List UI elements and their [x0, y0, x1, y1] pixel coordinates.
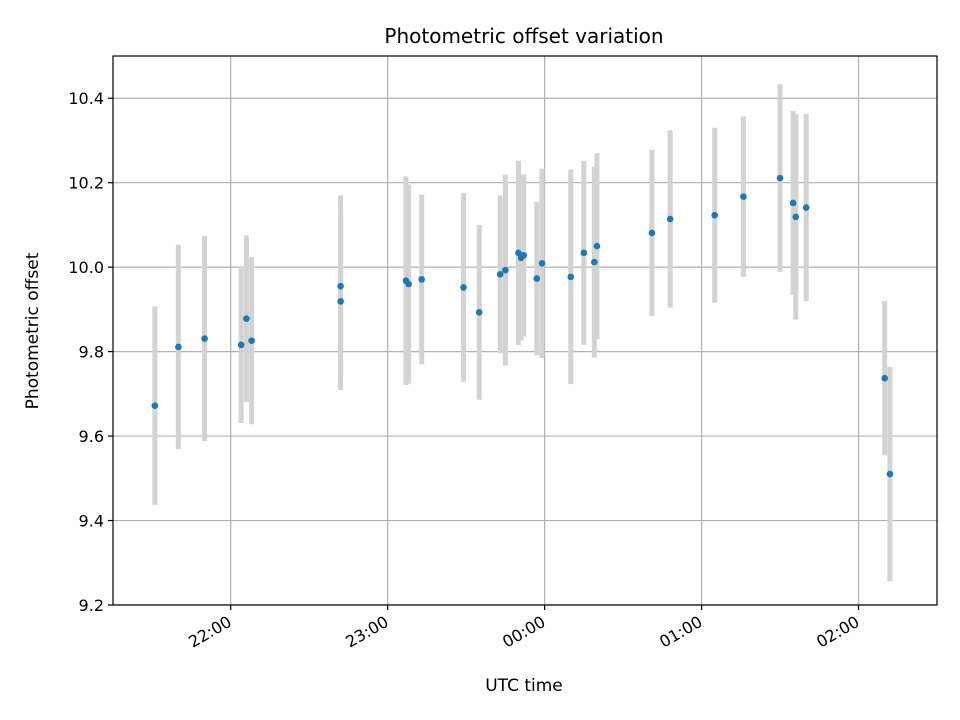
data-point	[802, 204, 810, 211]
y-axis: 9.2 9.4 9.6 9.8 10.0 10.2 10.4	[68, 89, 113, 615]
data-point	[515, 249, 522, 257]
data-point	[666, 215, 674, 223]
y-tick-label: 9.4	[79, 512, 104, 531]
chart-title: Photometric offset variation	[384, 24, 663, 48]
data-point	[151, 402, 159, 409]
data-point	[405, 280, 412, 288]
x-axis-title: UTC time	[485, 676, 563, 696]
y-tick-label: 10.4	[68, 89, 104, 108]
data-point	[740, 193, 747, 200]
data-point	[533, 275, 541, 282]
data-point	[337, 282, 344, 290]
data-point	[881, 374, 888, 382]
data-point	[243, 315, 250, 322]
data-point	[792, 213, 800, 221]
data-point	[567, 273, 575, 281]
plot-frame	[112, 55, 938, 606]
y-tick-label: 9.8	[79, 343, 104, 362]
y-tick-label: 10.0	[68, 258, 104, 277]
data-point	[648, 229, 656, 237]
y-axis-title: Photometric offset	[23, 252, 43, 409]
data-point	[175, 343, 182, 351]
data-point	[886, 470, 894, 478]
data-point	[337, 298, 344, 305]
data-point	[776, 174, 784, 182]
data-point	[580, 249, 588, 257]
data-point	[248, 337, 255, 344]
data-point	[496, 271, 504, 278]
data-point	[460, 284, 467, 291]
grid	[113, 56, 937, 606]
data-point	[418, 276, 425, 283]
y-tick-label: 10.2	[68, 174, 104, 193]
data-point	[520, 252, 527, 259]
y-tick-label: 9.2	[79, 596, 104, 615]
data-point	[475, 309, 483, 316]
data-point	[201, 335, 208, 342]
y-tick-label: 9.6	[79, 427, 104, 446]
data-point	[502, 266, 509, 274]
data-point	[591, 258, 598, 266]
data-point	[593, 242, 601, 250]
data-point	[711, 211, 718, 219]
data-point	[237, 341, 245, 349]
data-points	[151, 174, 894, 478]
data-point	[789, 199, 797, 207]
data-point	[538, 260, 546, 267]
